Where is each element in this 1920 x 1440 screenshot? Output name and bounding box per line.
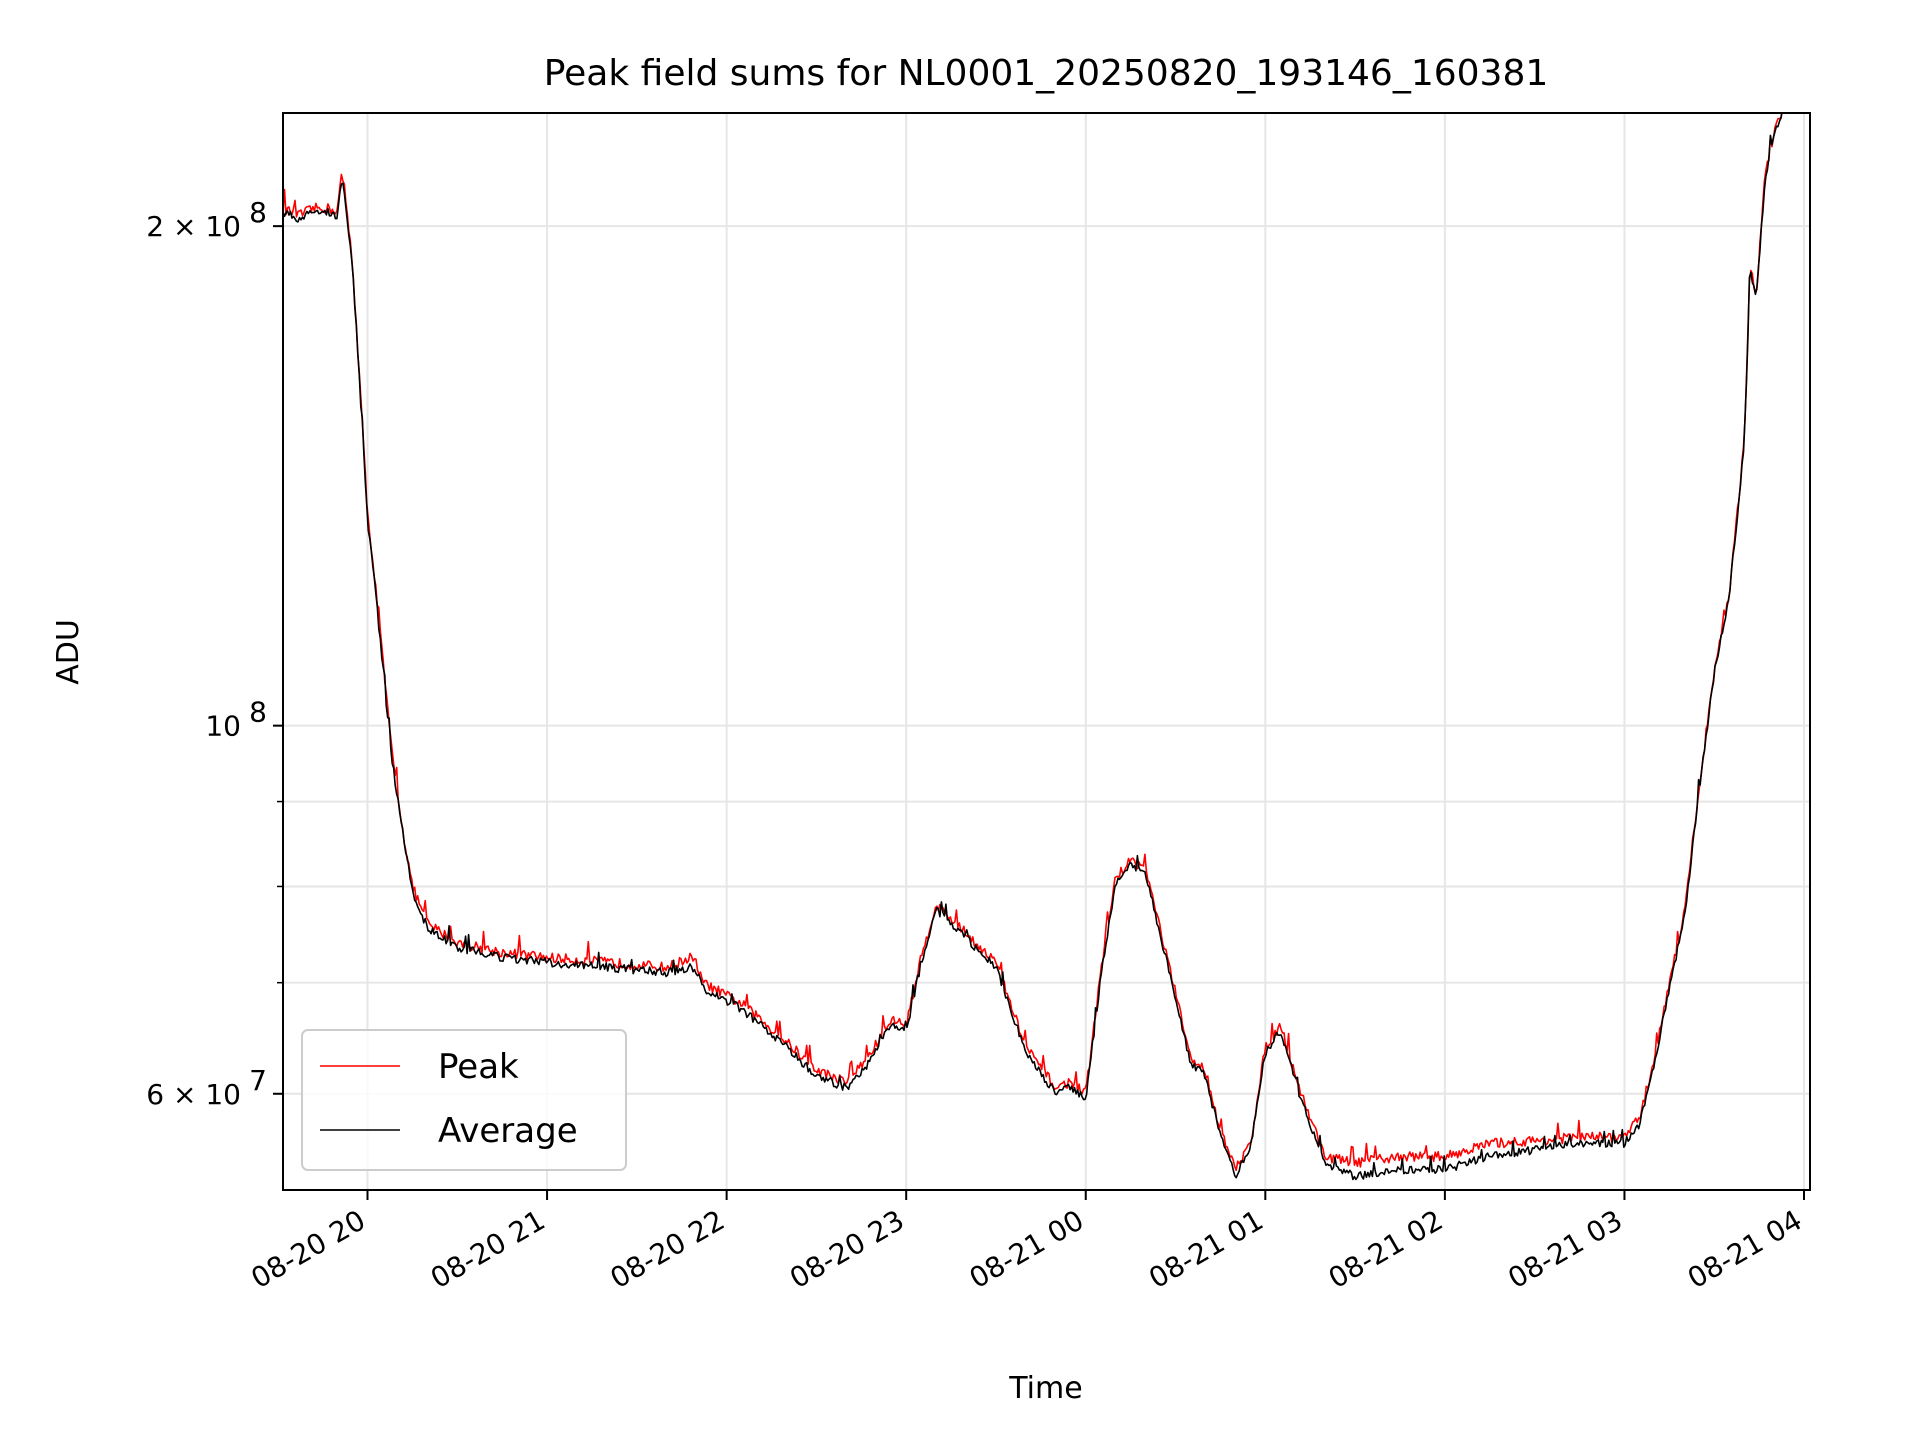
legend-label-average: Average — [438, 1111, 578, 1151]
y-tick-label: 10 — [205, 710, 241, 743]
legend-box — [301, 1029, 627, 1171]
x-axis-title: Time — [1008, 1371, 1082, 1406]
plot-frame — [282, 112, 1811, 1191]
legend-label-peak: Peak — [438, 1047, 519, 1087]
legend: Peak Average — [301, 1029, 627, 1171]
chart-title: Peak field sums for NL0001_20250820_1931… — [544, 53, 1549, 94]
y-tick-exponent: 8 — [249, 696, 267, 729]
series-line-peak — [283, 113, 1783, 1172]
y-tick-exponent: 7 — [249, 1064, 267, 1097]
y-tick-label: 6 × 10 — [146, 1078, 241, 1111]
plot-lines — [283, 113, 1783, 1181]
y-tick-label: 2 × 10 — [146, 210, 241, 243]
series-line-average — [283, 113, 1783, 1181]
y-axis-title: ADU — [51, 619, 86, 685]
y-tick-exponent: 8 — [249, 196, 267, 229]
y-axis: 10 82 × 10 86 × 10 7 — [146, 196, 283, 1111]
